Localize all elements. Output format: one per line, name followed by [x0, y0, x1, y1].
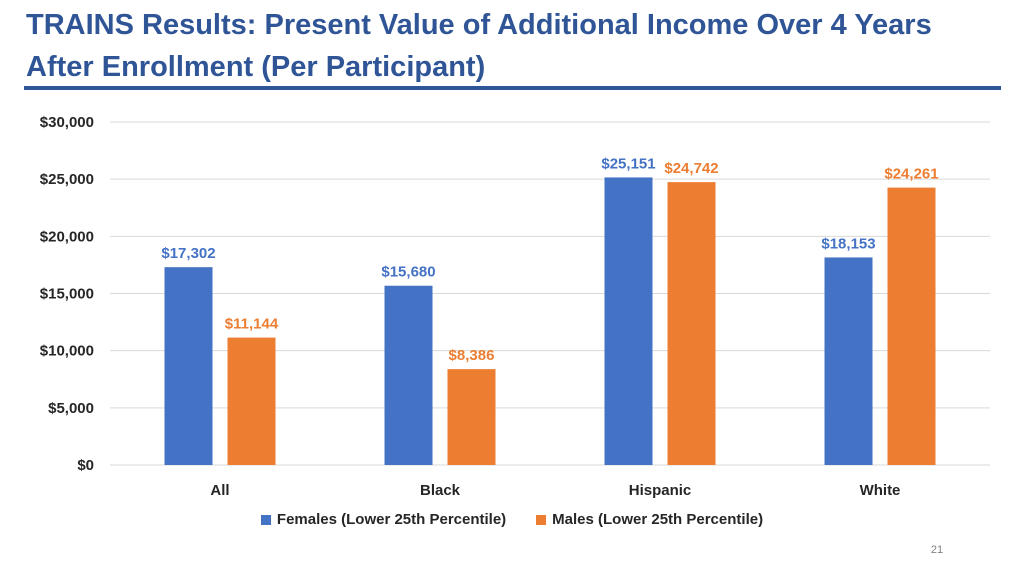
bar-females [384, 285, 433, 465]
x-tick-label: Hispanic [629, 482, 692, 499]
bar-males [227, 337, 276, 465]
bar-males [447, 369, 496, 465]
y-tick-label: $25,000 [40, 171, 94, 188]
y-tick-label: $0 [77, 457, 94, 474]
x-tick-label: All [210, 482, 229, 499]
bar-females [604, 177, 653, 465]
bar-females [164, 267, 213, 465]
legend-item-females: Females (Lower 25th Percentile) [260, 511, 507, 528]
legend-item-males: Males (Lower 25th Percentile) [536, 511, 763, 528]
y-tick-label: $5,000 [48, 400, 94, 417]
bars [164, 177, 936, 466]
y-tick-label: $30,000 [40, 114, 94, 131]
x-tick-label: White [860, 482, 901, 499]
legend-label-males: Males (Lower 25th Percentile) [552, 511, 764, 528]
y-tick-label: $20,000 [40, 228, 94, 245]
data-label: $15,680 [381, 264, 435, 281]
y-tick-label: $15,000 [40, 286, 94, 303]
data-label: $17,302 [161, 245, 215, 262]
y-tick-label: $10,000 [40, 343, 94, 360]
bar-males [887, 187, 936, 465]
bar-males [667, 182, 716, 466]
y-axis-tick-labels: $0 $5,000 $10,000 $15,000 $20,000 $25,000 $30,… [40, 114, 94, 474]
data-label: $25,151 [601, 155, 655, 172]
legend-swatch-females [260, 514, 271, 525]
slide-title: TRAINS Results: Present Value of Additio… [26, 9, 932, 83]
data-labels: $17,302 $11,144 $15,680 $8,386 $25,151 $24,74… [161, 155, 938, 364]
legend-swatch-males [536, 514, 547, 525]
bar-females [824, 257, 873, 465]
page-number: 21 [930, 544, 944, 556]
data-label: $24,261 [884, 166, 938, 183]
data-label: $18,153 [821, 235, 875, 252]
legend: Females (Lower 25th Percentile) Males (L… [0, 511, 1024, 528]
data-label: $8,386 [449, 347, 495, 364]
x-tick-label: Black [420, 482, 461, 499]
x-axis-category-labels: All Black Hispanic White [210, 482, 900, 499]
title-underline [24, 86, 1001, 90]
legend-label-females: Females (Lower 25th Percentile) [276, 511, 507, 528]
data-label: $11,144 [225, 316, 279, 333]
data-label: $24,742 [664, 160, 718, 177]
